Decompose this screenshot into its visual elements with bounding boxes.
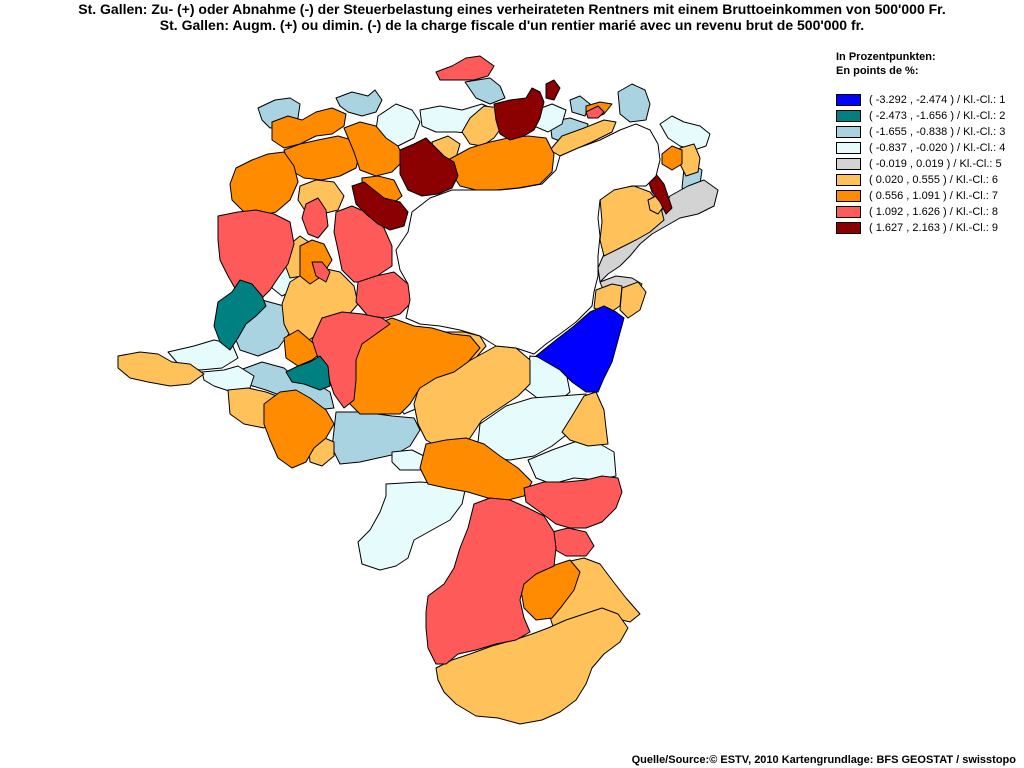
legend-swatch xyxy=(836,94,861,106)
legend-label: ( 1.092 , 1.626 ) / Kl.-Cl.: 8 xyxy=(869,206,999,218)
legend-label: ( 0.556 , 1.091 ) / Kl.-Cl.: 7 xyxy=(869,190,999,202)
legend-label: ( -3.292 , -2.474 ) / Kl.-Cl.: 1 xyxy=(869,94,1006,106)
legend-item: ( -0.837 , -0.020 ) / Kl.-Cl.: 4 xyxy=(836,140,1005,156)
legend-label: ( -0.019 , 0.019 ) / Kl.-Cl.: 5 xyxy=(869,158,1002,170)
legend-swatch xyxy=(836,142,861,154)
legend-item: ( 1.627 , 2.163 ) / Kl.-Cl.: 9 xyxy=(836,220,1005,236)
legend-items: ( -3.292 , -2.474 ) / Kl.-Cl.: 1 ( -2.473… xyxy=(836,92,1005,236)
legend-label: ( 1.627 , 2.163 ) / Kl.-Cl.: 9 xyxy=(869,222,999,234)
legend-item: ( -1.655 , -0.838 ) / Kl.-Cl.: 3 xyxy=(836,124,1005,140)
legend-label: ( -1.655 , -0.838 ) / Kl.-Cl.: 3 xyxy=(869,126,1006,138)
legend-item: ( -0.019 , 0.019 ) / Kl.-Cl.: 5 xyxy=(836,156,1005,172)
legend-swatch xyxy=(836,110,861,122)
legend-swatch xyxy=(836,206,861,218)
legend: In Prozentpunkten: En points de %: ( -3.… xyxy=(836,50,1005,236)
class-9-regions xyxy=(351,79,673,231)
class-1-regions xyxy=(535,305,625,393)
legend-swatch xyxy=(836,222,861,234)
legend-item: ( -2.473 , -1.656 ) / Kl.-Cl.: 2 xyxy=(836,108,1005,124)
legend-label: ( -0.837 , -0.020 ) / Kl.-Cl.: 4 xyxy=(869,142,1006,154)
legend-heading-french: En points de %: xyxy=(836,65,919,77)
legend-heading-german: In Prozentpunkten: xyxy=(836,51,936,63)
legend-item: ( 0.020 , 0.555 ) / Kl.-Cl.: 6 xyxy=(836,172,1005,188)
class-6-regions xyxy=(117,105,701,725)
legend-item: ( -3.292 , -2.474 ) / Kl.-Cl.: 1 xyxy=(836,92,1005,108)
map-title-french: St. Gallen: Augm. (+) ou dimin. (-) de l… xyxy=(159,17,865,33)
legend-label: ( 0.020 , 0.555 ) / Kl.-Cl.: 6 xyxy=(869,174,999,186)
legend-swatch xyxy=(836,158,861,170)
legend-item: ( 1.092 , 1.626 ) / Kl.-Cl.: 8 xyxy=(836,204,1005,220)
map-title-german: St. Gallen: Zu- (+) oder Abnahme (-) der… xyxy=(78,1,946,17)
class-8-regions xyxy=(217,55,623,665)
legend-label: ( -2.473 , -1.656 ) / Kl.-Cl.: 2 xyxy=(869,110,1006,122)
legend-swatch xyxy=(836,126,861,138)
legend-swatch xyxy=(836,174,861,186)
legend-swatch xyxy=(836,190,861,202)
source-credit: Quelle/Source:© ESTV, 2010 Kartengrundla… xyxy=(631,754,1016,766)
lake-outline xyxy=(395,123,661,355)
class-2-regions xyxy=(213,279,331,391)
legend-item: ( 0.556 , 1.091 ) / Kl.-Cl.: 7 xyxy=(836,188,1005,204)
